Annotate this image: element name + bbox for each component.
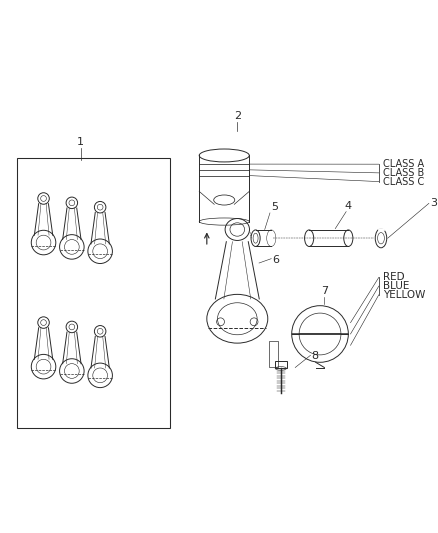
Bar — [275, 361, 286, 368]
Text: 3: 3 — [430, 198, 437, 208]
Text: 6: 6 — [272, 255, 279, 265]
Text: BLUE: BLUE — [383, 281, 410, 291]
Text: 5: 5 — [271, 202, 278, 212]
Text: RED: RED — [383, 272, 405, 282]
Text: 2: 2 — [234, 111, 241, 120]
Text: CLASS B: CLASS B — [383, 168, 424, 178]
Bar — [18, 158, 170, 427]
Text: CLASS A: CLASS A — [383, 159, 424, 169]
Text: YELLOW: YELLOW — [383, 290, 426, 300]
Text: 4: 4 — [345, 201, 352, 211]
Text: 7: 7 — [321, 286, 328, 296]
Text: 8: 8 — [311, 351, 318, 361]
Text: CLASS C: CLASS C — [383, 176, 424, 187]
Bar — [268, 341, 278, 367]
Text: 1: 1 — [77, 137, 84, 147]
